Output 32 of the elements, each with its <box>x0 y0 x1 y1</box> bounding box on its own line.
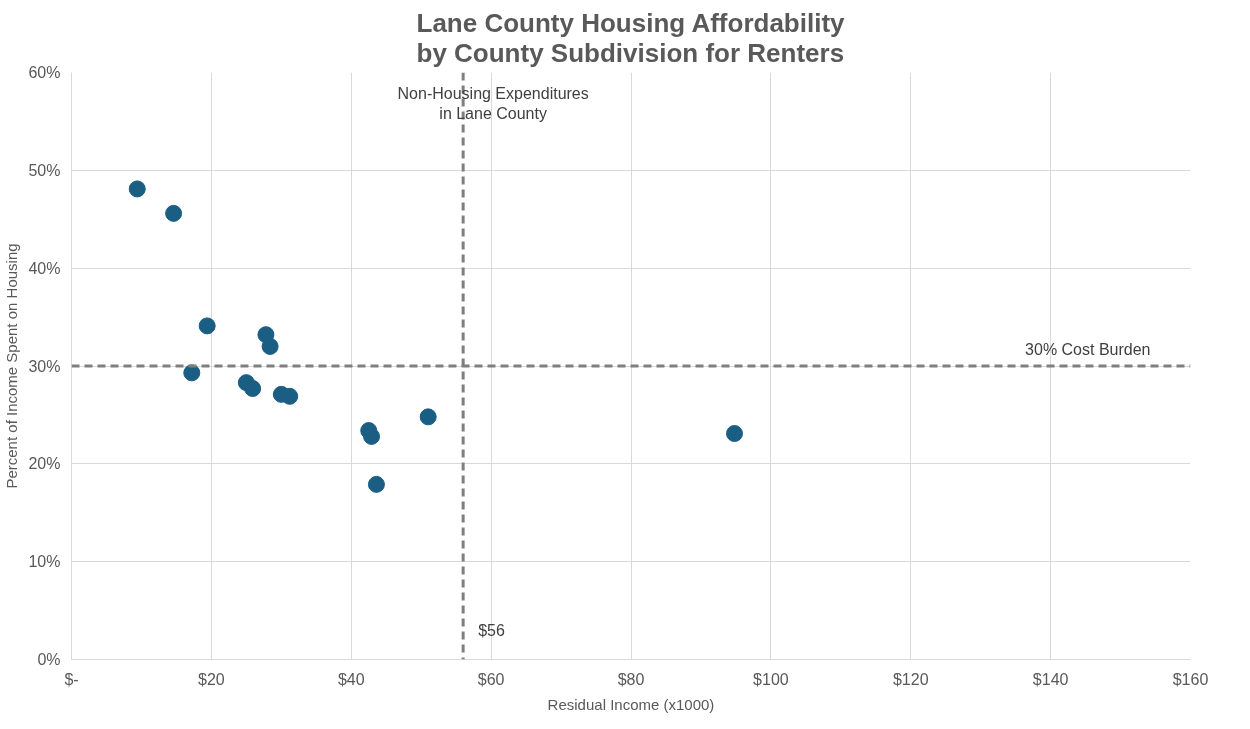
x-tick-label: $80 <box>617 670 645 688</box>
y-tick-label: 10% <box>28 553 61 571</box>
y-tick-label: 30% <box>28 357 61 375</box>
y-axis-title: Percent of Income Spent on Housing <box>3 243 21 489</box>
x-tick-label: $20 <box>198 670 225 688</box>
point <box>726 425 744 442</box>
point <box>419 408 437 426</box>
point <box>244 380 262 397</box>
x-tick-label: $60 <box>477 670 505 688</box>
y-tick-label: 60% <box>28 64 61 81</box>
x-tick-label: $100 <box>753 670 789 688</box>
x-axis-title: Residual Income (x1000) <box>547 695 715 713</box>
x-tick-label: $160 <box>1172 670 1209 688</box>
point <box>281 387 299 405</box>
x-tick-label: $- <box>64 670 79 688</box>
point <box>198 317 216 335</box>
point <box>261 337 279 355</box>
point <box>367 475 385 493</box>
chart-title: Lane County Housing Affordability by County Subdivision for Renters <box>416 7 846 68</box>
y-tick-label: 50% <box>28 161 61 179</box>
annotation: $56 <box>478 621 505 639</box>
ref-line-label: Non-Housing Expenditures in Lane County <box>397 85 589 123</box>
y-tick-label: 0% <box>37 651 61 668</box>
x-tick-label: $120 <box>892 670 929 688</box>
point <box>183 364 201 382</box>
x-tick-label: $140 <box>1032 670 1069 688</box>
point <box>165 204 183 222</box>
y-tick-label: 40% <box>28 259 61 277</box>
x-tick-label: $40 <box>337 670 365 688</box>
point <box>128 180 146 198</box>
ref-line-label: 30% Cost Burden <box>1025 341 1151 358</box>
y-tick-label: 20% <box>28 455 61 473</box>
